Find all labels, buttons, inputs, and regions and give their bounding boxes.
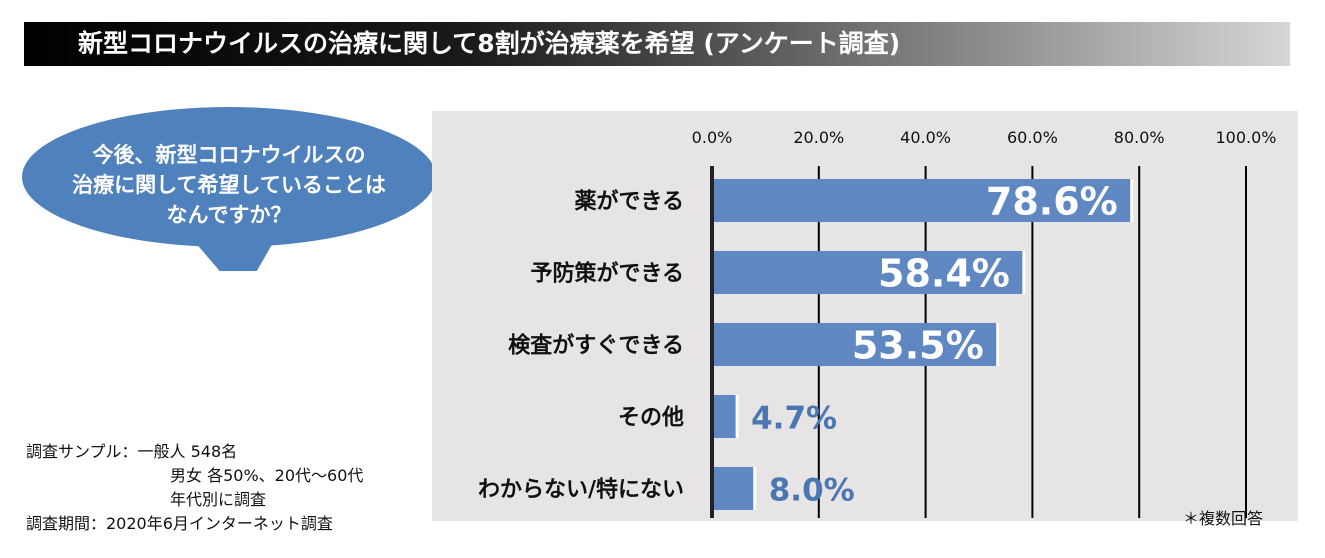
chart-panel: 0.0% 20.0% 40.0% 60.0% 80.0% 100.0% 薬ができる 78.6%… [432,111,1298,521]
category-label: 検査がすぐできる [508,333,684,359]
sample-line-3: 年代別に調査 [170,490,267,509]
bubble-line-2: 治療に関して希望していることは [72,173,386,197]
bar-chart: 0.0% 20.0% 40.0% 60.0% 80.0% 100.0% 薬ができる 78.6%… [478,128,1277,518]
bar [712,179,1132,222]
category-label: わからない/特にない [478,477,684,503]
bubble-line-1: 今後、新型コロナウイルスの [92,143,366,167]
speech-bubble-body [22,107,436,247]
bar [712,467,755,510]
data-label: 53.5% [852,324,984,368]
x-tick-label: 100.0% [1215,128,1276,147]
data-label: 4.7% [751,401,837,437]
period-text: 調査期間：2020年6月インターネット調査 [26,514,333,533]
multiple-answer-note: ＊複数回答 [1183,509,1264,528]
sample-line-2: 男女 各50%、20代～60代 [170,466,364,485]
x-tick-label: 40.0% [900,128,951,147]
x-tick-label: 80.0% [1114,128,1165,147]
x-tick-label: 20.0% [793,128,844,147]
bar [712,395,738,438]
x-tick-label: 0.0% [692,128,733,147]
sample-line-2-wrap: 男女 各50%、20代～60代 [170,466,363,486]
category-label: 薬ができる [574,189,684,215]
category-label: その他 [618,406,684,431]
title-bar: 新型コロナウイルスの治療に関して8割が治療薬を希望 (アンケート調査) [24,22,1290,66]
sample-line-1: 一般人 548名 [137,442,238,461]
sample-label: 調査サンプル： [26,442,138,461]
sample-line-3-wrap: 年代別に調査 [170,490,266,510]
data-label: 58.4% [878,252,1010,296]
x-tick-label: 60.0% [1007,128,1058,147]
sample-note: 調査サンプル：一般人 548名 [26,442,237,462]
category-label: 予防策ができる [530,261,684,287]
bar [712,323,998,366]
period-note: 調査期間：2020年6月インターネット調査 [26,514,333,534]
speech-bubble-text: 今後、新型コロナウイルスの 治療に関して希望していることは なんですか？ [22,140,436,230]
page-title: 新型コロナウイルスの治療に関して8割が治療薬を希望 (アンケート調査) [78,29,901,58]
speech-bubble [22,107,436,271]
bar [712,251,1024,294]
bubble-line-3: なんですか？ [166,203,292,227]
data-label: 8.0% [769,473,855,509]
data-label: 78.6% [986,180,1118,224]
speech-bubble-tail [182,227,282,271]
